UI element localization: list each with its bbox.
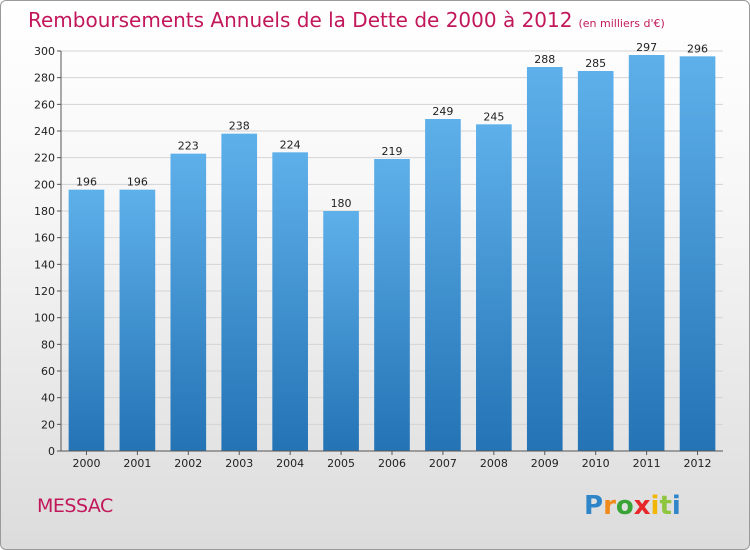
chart-title: Remboursements Annuels de la Dette de 20… <box>28 8 665 32</box>
y-tick-label: 260 <box>34 98 55 111</box>
commune-name: MESSAC <box>37 495 113 517</box>
bar-2002 <box>170 153 207 451</box>
x-tick-label: 2009 <box>531 457 559 470</box>
y-tick-label: 140 <box>34 258 55 271</box>
bar-2010 <box>577 71 614 451</box>
logo-letter: i <box>671 491 681 521</box>
logo-letter: o <box>615 491 634 521</box>
value-label: 245 <box>483 110 504 123</box>
x-tick-label: 2003 <box>225 457 253 470</box>
logo-letter: P <box>584 491 604 521</box>
x-axis: 2000 2001 2002 2003 2004 2005 2006 2007 2008 2009… <box>61 450 723 470</box>
y-tick-label: 300 <box>34 45 55 58</box>
value-label: 219 <box>382 145 403 158</box>
bar-2001 <box>119 189 156 451</box>
x-tick-label: 2010 <box>582 457 610 470</box>
x-tick-label: 2004 <box>276 457 304 470</box>
value-label: 288 <box>534 53 555 66</box>
value-label: 180 <box>331 197 352 210</box>
bar-2011 <box>628 55 665 451</box>
bar-2004 <box>272 152 308 452</box>
bar-2009 <box>526 67 563 451</box>
value-label: 285 <box>585 57 606 70</box>
y-tick-label: 240 <box>34 125 55 138</box>
x-tick-label: 2008 <box>480 457 508 470</box>
value-label: 196 <box>127 176 148 189</box>
value-label: 297 <box>636 41 657 54</box>
title-text: Remboursements Annuels de la Dette de 20… <box>28 8 573 32</box>
value-label: 238 <box>229 120 250 133</box>
y-tick-label: 100 <box>34 312 55 325</box>
logo-letter: x <box>633 491 651 521</box>
logo-letter: i <box>650 491 660 521</box>
bar-2008 <box>476 124 512 451</box>
value-label: 296 <box>687 42 708 55</box>
value-label: 223 <box>178 140 199 153</box>
unit-text: (en milliers d'€) <box>578 17 665 30</box>
value-label: 249 <box>432 105 453 118</box>
bars: 196 196 223 238 224 180 219 249 245 288 285 297 296 <box>68 41 716 452</box>
y-tick-label: 20 <box>41 418 55 431</box>
y-tick-label: 280 <box>34 72 55 85</box>
bar-2005 <box>323 211 359 451</box>
y-tick-label: 60 <box>41 365 55 378</box>
y-axis: 0 20 40 60 80 100 120 140 160 180 200 220 240 260 280 3… <box>34 45 62 458</box>
x-tick-label: 2005 <box>327 457 355 470</box>
bar-2003 <box>221 133 258 451</box>
y-tick-label: 0 <box>48 445 55 458</box>
y-tick-label: 160 <box>34 232 55 245</box>
proxiti-logo[interactable]: Proxiti <box>584 491 681 521</box>
bar-2007 <box>425 119 461 451</box>
x-tick-label: 2007 <box>429 457 457 470</box>
value-label: 224 <box>280 138 301 151</box>
bar-2000 <box>68 189 105 451</box>
logo-letter: r <box>603 491 616 521</box>
y-tick-label: 180 <box>34 205 55 218</box>
value-label: 196 <box>76 176 97 189</box>
bar-2012 <box>679 56 716 451</box>
y-tick-label: 40 <box>41 392 55 405</box>
y-tick-label: 200 <box>34 178 55 191</box>
x-tick-label: 2000 <box>72 457 100 470</box>
y-tick-label: 120 <box>34 285 55 298</box>
logo-letter: t <box>659 491 672 521</box>
x-tick-label: 2002 <box>174 457 202 470</box>
x-tick-label: 2012 <box>684 457 712 470</box>
y-tick-label: 80 <box>41 338 55 351</box>
x-tick-label: 2006 <box>378 457 406 470</box>
y-tick-label: 220 <box>34 152 55 165</box>
x-tick-label: 2001 <box>123 457 151 470</box>
x-tick-label: 2011 <box>633 457 661 470</box>
bar-2006 <box>374 159 410 451</box>
